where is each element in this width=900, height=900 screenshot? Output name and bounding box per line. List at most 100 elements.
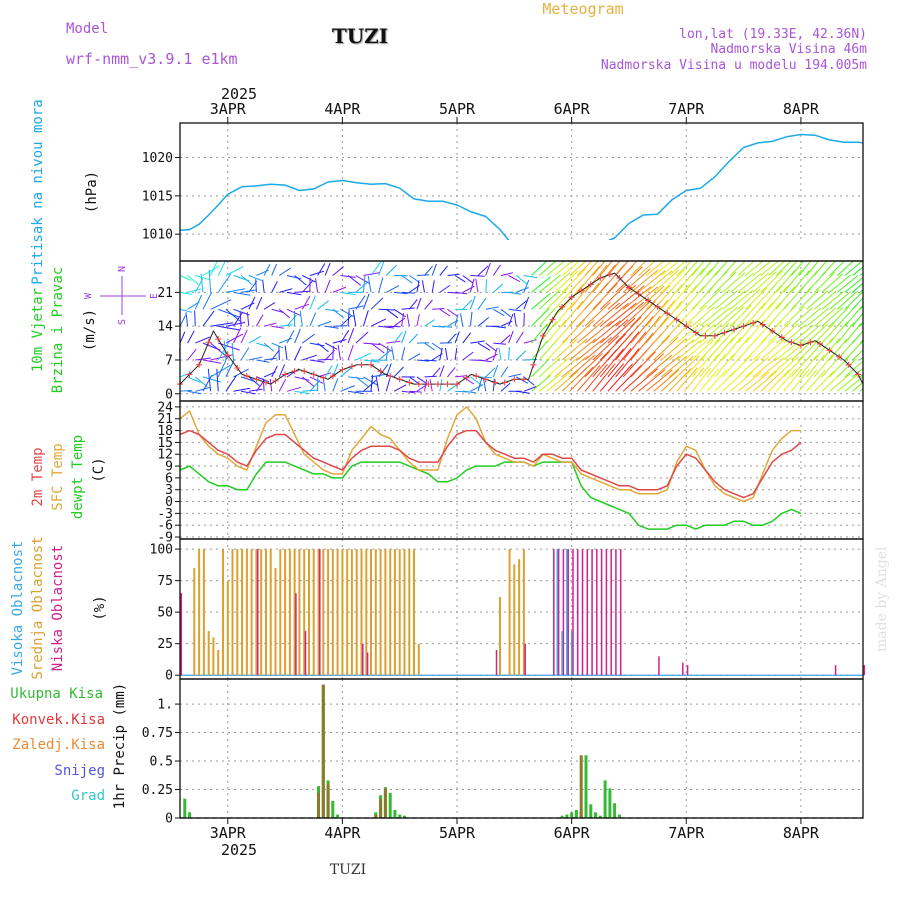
wind-arrow [668,339,695,361]
wind-arrow [248,275,262,281]
wind-arrow [584,320,613,344]
wind-arrow [508,275,521,283]
wind-arrow [378,277,384,293]
wind-arrow [375,376,380,392]
wind-arrow [256,359,270,363]
wind-arrow [607,317,636,344]
wind-arrow [263,302,276,310]
wind-arrow [294,303,310,310]
wind-arrow [256,342,270,348]
wind-arrow [813,337,833,361]
wind-speed-cross [224,352,231,359]
wind-arrow [271,365,278,378]
wind-arrow [745,272,770,293]
wind-arrow [745,302,766,327]
wind-arrow [569,282,592,310]
wind-arrow [352,309,357,327]
wind-arrow [432,308,445,310]
precip-bar [598,815,602,818]
wind-arrow [760,320,783,344]
wind-arrow [554,270,579,293]
wind-arrow [378,349,392,361]
wind-arrow [515,300,527,310]
wind-arrow [760,302,781,327]
wind-arrow [737,371,762,392]
precip-bar [374,814,378,818]
wind-arrow [752,338,776,361]
wind-arrow [783,305,805,327]
wind-arrow [424,319,436,327]
wind-arrow [775,286,796,310]
elevation-label: Nadmorska Visina 46m [710,42,867,57]
wind-arrow [378,325,395,329]
wind-speed-cross [673,316,680,323]
wind-arrow [485,279,488,293]
wind-arrow [599,283,628,310]
wind-arrow [421,280,425,293]
wind-arrow [447,383,458,392]
wind-speed-cross [788,339,795,346]
wind-speed-cross [196,361,203,368]
precip-bar [331,800,335,818]
wind-arrow [195,357,211,361]
wind-arrow [309,380,321,392]
wind-arrow [317,263,326,276]
wind-arrow [592,302,621,327]
wind-arrow [661,319,685,344]
wind-arrow [661,284,683,310]
wind-arrow [401,275,413,284]
wind-arrow [393,291,408,295]
wind-arrow [745,337,768,361]
wind-arrow [317,342,329,353]
wind-arrow [278,364,286,378]
wind-arrow [500,382,511,392]
wind-arrow [706,323,730,344]
wind-arrow [432,325,445,328]
wind-arrow [737,273,762,293]
sfc-temp-line [179,406,801,503]
wind-arrow [531,308,550,327]
wind-arrow [416,359,430,362]
wind-arrow [844,359,865,378]
wind-arrow [760,339,785,361]
wind-arrow [691,367,712,392]
wind-arrow [791,340,813,361]
wind-arrow [424,299,433,310]
wind-arrow [386,325,401,328]
wind-speed-cross [215,336,222,343]
wind-arrow [309,342,325,347]
y-tick-label: 0 [165,669,173,684]
wind-arrow [294,346,302,361]
wind-arrow [500,334,511,344]
wind-arrow [241,390,256,395]
model-label: Model [66,21,108,37]
wind-arrow [523,279,530,293]
wind-arrow [363,380,377,392]
wind-arrow [447,333,457,344]
wind-arrow [340,315,352,327]
precip-bar [403,815,406,818]
wind-arrow [347,310,350,327]
wind-arrow [691,323,716,344]
y-tick-label: 0 [165,495,173,510]
legend-hail: Grad [71,788,105,804]
y-tick-label: 7 [165,353,173,368]
wind-arrow [806,369,826,392]
wind-arrow [347,328,355,344]
wind-arrow [217,340,231,361]
wind-speed-crosses [177,271,862,388]
wind-arrow [424,379,428,392]
footer-station: TUZI [330,862,366,878]
wind-arrow [599,319,629,344]
wind-arrow [240,329,248,344]
wind-arrow [699,368,719,392]
wind-arrow [294,290,310,293]
year-bottom-label: 2025 [221,841,257,859]
wind-arrow [439,379,443,392]
wind-arrow [684,367,705,392]
wind-arrow [279,324,293,327]
wind-arrow [615,266,643,293]
y-tick-label: 25 [157,637,173,652]
wind-arrow [332,363,339,378]
wind-arrow [454,314,459,327]
